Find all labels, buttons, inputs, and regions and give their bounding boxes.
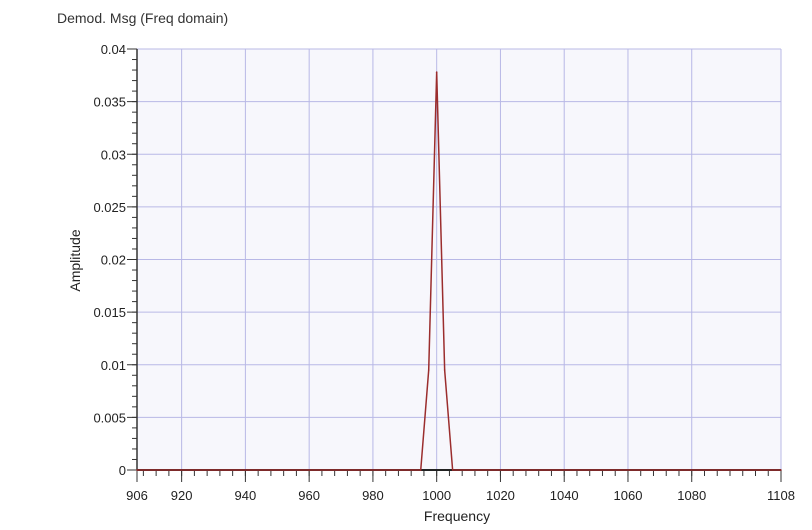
series-point bbox=[451, 469, 454, 471]
x-tick-label: 906 bbox=[126, 488, 148, 503]
y-tick-label: 0.03 bbox=[101, 147, 126, 162]
y-axis-title: Amplitude bbox=[67, 229, 83, 291]
series-point bbox=[780, 469, 782, 471]
x-tick-label: 1080 bbox=[677, 488, 706, 503]
y-tick-label: 0.02 bbox=[101, 253, 126, 268]
y-tick-label: 0 bbox=[119, 463, 126, 478]
x-tick-label: 1108 bbox=[767, 488, 795, 503]
series-layer bbox=[136, 71, 782, 471]
x-tick-label: 920 bbox=[171, 488, 193, 503]
x-tick-label: 940 bbox=[235, 488, 257, 503]
y-tick-label: 0.01 bbox=[101, 358, 126, 373]
x-tick-label: 960 bbox=[298, 488, 320, 503]
x-axis-title: Frequency bbox=[424, 508, 490, 524]
series-point bbox=[427, 369, 430, 371]
x-tick-label: 1000 bbox=[422, 488, 451, 503]
y-tick-label: 0.025 bbox=[93, 200, 126, 215]
chart-title: Demod. Msg (Freq domain) bbox=[57, 10, 229, 26]
series-point bbox=[136, 469, 138, 471]
x-tick-label: 1040 bbox=[550, 488, 579, 503]
grid-lines bbox=[137, 48, 782, 470]
tick-labels: 906 920 940 960 980 1000 1020 1040 1060 1080 1108 0… bbox=[93, 42, 795, 503]
y-tick-label: 0.035 bbox=[93, 95, 126, 110]
y-tick-label: 0.04 bbox=[101, 42, 126, 57]
x-tick-label: 980 bbox=[362, 488, 384, 503]
y-tick-label: 0.015 bbox=[93, 305, 126, 320]
series-point bbox=[435, 71, 438, 73]
series-point bbox=[419, 469, 422, 471]
x-tick-label: 1020 bbox=[486, 488, 515, 503]
y-tick-label: 0.005 bbox=[93, 410, 126, 425]
series-point bbox=[443, 369, 446, 371]
x-tick-label: 1060 bbox=[614, 488, 643, 503]
